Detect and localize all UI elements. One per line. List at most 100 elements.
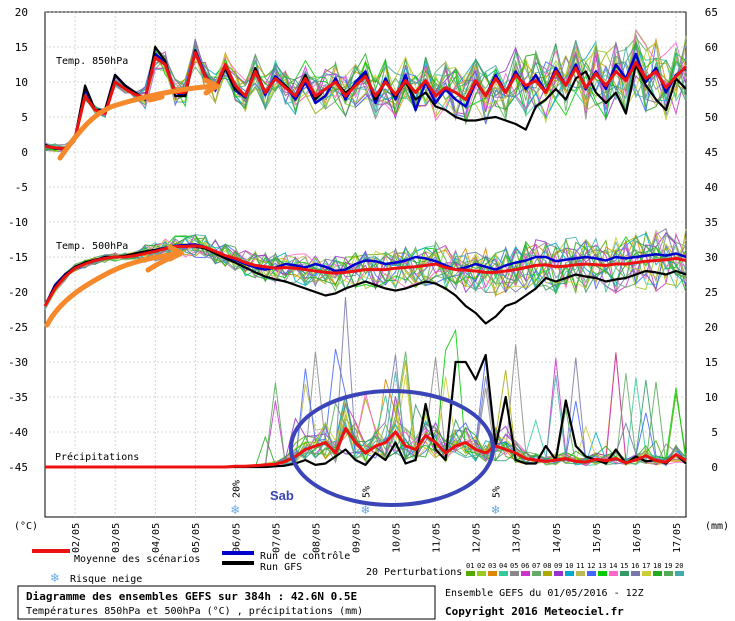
x-axis-date-labels: 02/05 03/05 04/05 05/05 06/05 07/05 08/05 09/05… — [71, 523, 683, 553]
x-tick-label: 08/05 — [311, 523, 322, 553]
mean-line — [45, 427, 687, 469]
left-tick-label: -15 — [8, 251, 28, 264]
left-tick-label: -40 — [8, 426, 28, 439]
x-tick-label: 10/05 — [392, 523, 403, 553]
pert-number: 06 — [521, 562, 529, 570]
right-tick-label: 25 — [705, 286, 718, 299]
orange-arrow-stroke — [202, 77, 220, 96]
legend-perturbations-label: 20 Perturbations — [366, 567, 462, 578]
pert-swatch — [554, 571, 563, 576]
snow-flake-icon: ❄ — [230, 503, 240, 517]
right-axis-unit: (mm) — [705, 521, 729, 532]
x-tick-label: 12/05 — [472, 523, 483, 553]
pert-number: 02 — [477, 562, 485, 570]
x-tick-label: 15/05 — [592, 523, 603, 553]
orange-arrow-stroke — [167, 244, 184, 262]
snow-risk-markers: 20% ❄ 5% ❄ 5% ❄ — [230, 480, 502, 517]
left-tick-label: -35 — [8, 391, 28, 404]
pert-swatch — [466, 571, 475, 576]
x-tick-label: 17/05 — [672, 523, 683, 553]
pert-number: 20 — [675, 562, 683, 570]
t850-panel-label: Temp. 850hPa — [56, 56, 128, 67]
left-tick-label: -5 — [15, 181, 28, 194]
snow-risk-percent: 5% — [362, 486, 373, 498]
right-tick-label: 0 — [711, 461, 718, 474]
left-tick-label: 10 — [15, 76, 28, 89]
pert-number: 04 — [499, 562, 507, 570]
pert-swatch — [576, 571, 585, 576]
left-tick-label: -45 — [8, 461, 28, 474]
pert-number: 18 — [653, 562, 661, 570]
pert-number: 19 — [664, 562, 672, 570]
annotation-arrows — [44, 77, 220, 328]
left-axis-ticks: 20 15 10 5 0 -5 -10 -15 -20 -25 -30 -35 -40 -45 — [8, 6, 28, 474]
pert-swatch — [488, 571, 497, 576]
snow-risk-percent: 5% — [492, 486, 503, 498]
right-tick-label: 15 — [705, 356, 718, 369]
pert-number: 03 — [488, 562, 496, 570]
x-tick-label: 16/05 — [632, 523, 643, 553]
left-tick-label: -10 — [8, 216, 28, 229]
left-tick-label: -25 — [8, 321, 28, 334]
pert-number: 08 — [543, 562, 551, 570]
pert-number: 14 — [609, 562, 617, 570]
gfs-line — [44, 244, 687, 325]
orange-arrow-stroke — [44, 251, 178, 328]
pert-swatch — [532, 571, 541, 576]
legend-mean-label: Moyenne des scénarios — [74, 553, 200, 565]
right-tick-label: 35 — [705, 216, 718, 229]
pert-swatch — [510, 571, 519, 576]
annotation-ellipse — [289, 389, 495, 507]
pert-number: 07 — [532, 562, 540, 570]
pert-swatch — [631, 571, 640, 576]
x-tick-label: 14/05 — [552, 523, 563, 553]
pert-swatch — [598, 571, 607, 576]
t500-panel-label: Temp. 500hPa — [56, 241, 128, 252]
right-tick-label: 55 — [705, 76, 718, 89]
right-tick-label: 10 — [705, 391, 718, 404]
run-label: Ensemble GEFS du 01/05/2016 - 12Z — [445, 588, 644, 599]
pert-number: 09 — [554, 562, 562, 570]
perturbation-line-20 — [44, 234, 687, 306]
x-tick-label: 02/05 — [71, 523, 82, 553]
pert-number: 01 — [466, 562, 474, 570]
right-tick-label: 30 — [705, 251, 718, 264]
left-tick-label: 20 — [15, 6, 28, 19]
x-tick-label: 09/05 — [351, 523, 362, 553]
pert-number: 17 — [642, 562, 650, 570]
mean-line — [43, 244, 687, 307]
snow-flake-icon: ❄ — [491, 503, 501, 517]
right-tick-label: 20 — [705, 321, 718, 334]
legend-snow-label: Risque neige — [70, 574, 142, 585]
legend: Moyenne des scénarios ❄ Risque neige Run… — [32, 549, 684, 585]
pert-number: 12 — [587, 562, 595, 570]
x-tick-label: 07/05 — [271, 523, 282, 553]
left-tick-label: 0 — [21, 146, 28, 159]
pert-swatch — [565, 571, 574, 576]
mean-line — [44, 51, 688, 150]
snow-risk-percent: 20% — [231, 480, 242, 498]
right-tick-label: 45 — [705, 146, 718, 159]
orange-arrow-stroke — [57, 83, 218, 161]
x-tick-label: 03/05 — [111, 523, 122, 553]
highlighted-series — [43, 45, 688, 469]
left-tick-label: -30 — [8, 356, 28, 369]
legend-gfs-label: Run GFS — [260, 562, 302, 573]
pert-swatch — [653, 571, 662, 576]
right-tick-label: 5 — [711, 426, 718, 439]
left-tick-label: 15 — [15, 41, 28, 54]
pert-swatch — [620, 571, 629, 576]
pert-swatch — [664, 571, 673, 576]
x-tick-label: 06/05 — [231, 523, 242, 553]
pert-swatch — [477, 571, 486, 576]
copyright-text: Copyright 2016 Meteociel.fr — [445, 605, 624, 618]
chart-title: Diagramme des ensembles GEFS sur 384h : … — [26, 590, 357, 603]
right-tick-label: 40 — [705, 181, 718, 194]
precip-panel-label: Précipitations — [55, 451, 139, 463]
pert-number: 16 — [631, 562, 639, 570]
right-tick-label: 65 — [705, 6, 718, 19]
x-tick-label: 05/05 — [191, 523, 202, 553]
pert-number: 10 — [565, 562, 573, 570]
